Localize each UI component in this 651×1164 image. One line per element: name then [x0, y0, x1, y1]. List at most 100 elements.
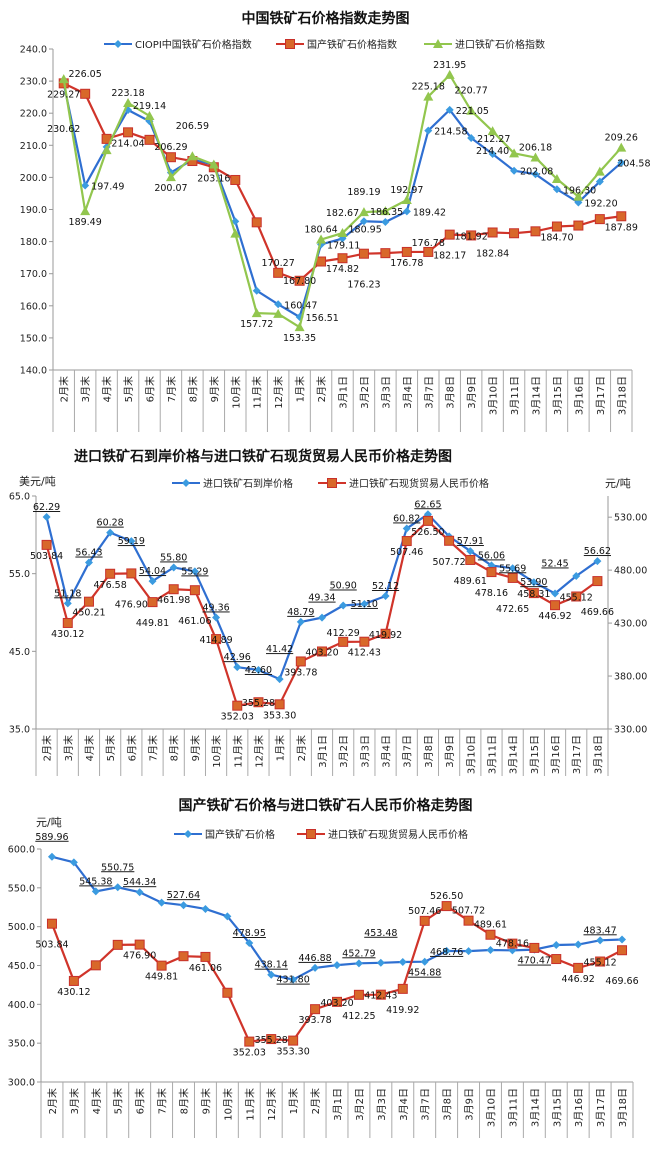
- data-point-square: [550, 600, 561, 611]
- chart3-unit: 元/吨: [36, 816, 62, 829]
- chart2-title: 进口铁矿石到岸价格与进口铁矿石现货贸易人民币价格走势图: [74, 449, 452, 465]
- data-label: 478.16: [475, 588, 508, 599]
- data-point-diamond: [359, 217, 368, 226]
- data-label: 202.08: [520, 167, 553, 178]
- data-point-diamond: [289, 975, 298, 984]
- data-point-triangle: [144, 110, 155, 120]
- data-label: 230.62: [47, 124, 80, 135]
- data-label: 221.05: [456, 106, 489, 117]
- x-category-label: 3月17日: [595, 376, 607, 415]
- data-point-diamond: [420, 957, 429, 966]
- data-label: 56.62: [584, 546, 611, 557]
- data-label: 167.80: [283, 276, 316, 287]
- data-point-square: [134, 939, 145, 950]
- data-label: 449.81: [136, 618, 169, 629]
- chart3-title: 国产铁矿石价格与进口铁矿石人民币价格走势图: [178, 798, 473, 814]
- data-point-triangle: [58, 74, 69, 84]
- data-point-square: [486, 567, 497, 578]
- data-point-diamond: [91, 887, 100, 896]
- data-point-triangle: [466, 105, 477, 115]
- chart2-legend-cif: 进口铁矿石到岸价格: [172, 475, 293, 490]
- legend-label: 进口铁矿石现货贸易人民币价格: [349, 479, 489, 490]
- data-label: 204.58: [617, 159, 650, 170]
- data-label: 478.16: [496, 939, 529, 950]
- data-label: 483.47: [583, 925, 616, 936]
- x-category-label: 3月15日: [529, 735, 541, 774]
- data-label: 156.51: [306, 313, 339, 324]
- data-point-diamond: [267, 970, 276, 979]
- data-point-diamond: [47, 852, 56, 861]
- chart3-legend-import: 进口铁矿石现货贸易人民币价格: [297, 826, 468, 841]
- legend-label: CIOPI中国铁矿石价格指数: [135, 40, 252, 51]
- data-point-square: [616, 211, 627, 222]
- data-label: 412.25: [342, 1011, 375, 1022]
- data-point-square: [573, 220, 584, 231]
- x-category-label: 4月末: [90, 1088, 103, 1114]
- data-label: 206.18: [519, 143, 552, 154]
- data-point-triangle: [530, 152, 541, 162]
- y2-tick-label: 430.00: [614, 619, 647, 630]
- data-label: 468.76: [430, 947, 463, 958]
- data-point-diamond: [311, 963, 320, 972]
- data-label: 489.61: [454, 576, 487, 587]
- data-label: 353.30: [277, 1047, 310, 1058]
- data-point-square: [359, 636, 370, 647]
- x-category-label: 10月末: [229, 376, 242, 409]
- data-point-square: [338, 636, 349, 647]
- data-point-square: [507, 938, 518, 949]
- data-label: 412.43: [348, 648, 381, 659]
- data-point-diamond: [212, 613, 221, 622]
- data-point-square: [232, 700, 243, 711]
- x-category-label: 3月18日: [617, 1088, 629, 1127]
- data-label: 55.80: [160, 552, 187, 563]
- x-category-label: 2月末: [46, 1088, 59, 1114]
- x-category-label: 12月末: [272, 376, 285, 409]
- x-category-label: 3月2日: [359, 376, 371, 409]
- data-label: 526.50: [430, 891, 463, 902]
- data-label: 192.20: [584, 198, 617, 209]
- data-point-diamond: [157, 898, 166, 907]
- data-label: 57.91: [457, 536, 484, 547]
- x-category-label: 3月14日: [508, 735, 520, 774]
- data-point-square: [211, 634, 222, 645]
- data-point-diamond: [466, 547, 475, 556]
- y-tick-label: 180.0: [20, 237, 47, 248]
- data-label: 412.29: [327, 628, 360, 639]
- data-point-square: [487, 227, 498, 238]
- y-tick-label: 400.0: [8, 1000, 35, 1011]
- data-point-square: [168, 584, 179, 595]
- data-label: 170.27: [262, 258, 295, 269]
- chart1-title: 中国铁矿石价格指数走势图: [241, 11, 410, 27]
- data-label: 42.60: [245, 665, 272, 676]
- x-category-label: 3月10日: [465, 735, 477, 774]
- data-point-diamond: [333, 961, 341, 970]
- chart1-legend-domestic: 国产铁矿石价格指数: [276, 36, 397, 51]
- data-point-triangle: [273, 308, 284, 318]
- y-tick-label: 200.0: [20, 173, 47, 184]
- data-point-diamond: [354, 959, 363, 968]
- data-label: 212.27: [477, 134, 510, 145]
- data-point-square: [423, 246, 434, 257]
- data-label: 461.06: [189, 963, 222, 974]
- data-label: 181.92: [455, 231, 488, 242]
- data-point-square: [332, 996, 342, 1007]
- x-category-label: 3月15日: [552, 376, 564, 415]
- x-category-label: 3月1日: [332, 1088, 344, 1121]
- data-point-square: [401, 536, 412, 547]
- y-tick-label: 600.0: [8, 845, 35, 856]
- square-marker-icon: [297, 828, 325, 839]
- x-category-label: 9月末: [208, 376, 221, 402]
- x-category-label: 8月末: [168, 735, 181, 761]
- x-category-label: 7月末: [165, 376, 178, 402]
- data-point-diamond: [618, 935, 627, 944]
- x-category-label: 3月4日: [398, 1088, 410, 1121]
- data-label: 454.88: [408, 968, 441, 979]
- data-label: 470.47: [518, 956, 551, 967]
- data-label: 206.59: [176, 121, 209, 132]
- data-point-square: [419, 915, 430, 926]
- x-category-label: 5月末: [122, 376, 135, 402]
- data-point-diamond: [595, 177, 604, 186]
- data-label: 476.90: [123, 951, 156, 962]
- data-label: 214.04: [111, 138, 144, 149]
- data-point-diamond: [148, 577, 157, 586]
